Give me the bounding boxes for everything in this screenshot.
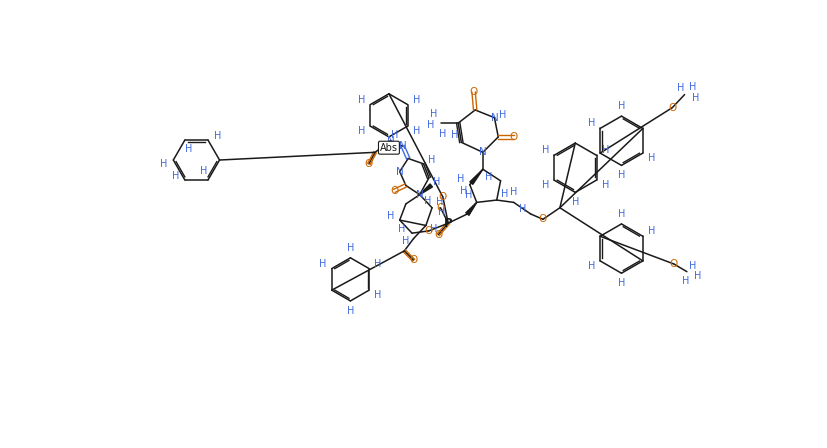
- Text: H: H: [457, 173, 464, 184]
- Text: O: O: [667, 103, 676, 112]
- Text: H: H: [357, 126, 365, 136]
- Text: O: O: [669, 259, 677, 269]
- Text: N: N: [395, 167, 403, 177]
- Text: O: O: [469, 87, 477, 97]
- Text: O: O: [365, 159, 373, 169]
- Text: H: H: [689, 260, 696, 271]
- Text: H: H: [200, 166, 208, 176]
- Text: H: H: [465, 190, 472, 200]
- Text: H: H: [374, 290, 381, 300]
- Text: H: H: [617, 101, 624, 111]
- Text: H: H: [213, 131, 221, 141]
- Text: N: N: [415, 190, 423, 200]
- Text: H: H: [509, 186, 517, 197]
- Text: H: H: [402, 236, 409, 246]
- Text: Abs: Abs: [380, 143, 398, 153]
- Text: H: H: [412, 95, 419, 104]
- Text: H: H: [160, 159, 168, 169]
- Text: H: H: [601, 180, 608, 190]
- Text: H: H: [184, 144, 192, 154]
- Text: H: H: [571, 198, 578, 207]
- Text: O: O: [424, 226, 433, 236]
- Text: H: H: [617, 209, 624, 219]
- Text: O: O: [436, 203, 444, 213]
- Text: H: H: [436, 197, 443, 207]
- Text: H: H: [347, 243, 354, 253]
- Text: H: H: [390, 129, 398, 140]
- Text: O: O: [390, 186, 398, 196]
- Text: O: O: [433, 230, 442, 240]
- Text: N: N: [386, 136, 394, 146]
- Text: N: N: [478, 147, 486, 157]
- Text: H: H: [451, 129, 458, 140]
- Text: H: H: [459, 186, 466, 196]
- Text: N: N: [399, 141, 406, 151]
- Text: H: H: [437, 207, 444, 217]
- Text: H: H: [691, 94, 698, 103]
- Text: H: H: [429, 224, 437, 234]
- Text: O: O: [538, 214, 547, 224]
- Text: O: O: [438, 192, 447, 202]
- Text: H: H: [587, 118, 595, 129]
- Text: H: H: [172, 171, 179, 181]
- Text: H: H: [500, 189, 508, 199]
- Text: H: H: [681, 276, 688, 286]
- Text: H: H: [601, 146, 608, 155]
- Text: O: O: [409, 255, 417, 265]
- Text: H: H: [519, 203, 526, 214]
- Polygon shape: [469, 169, 482, 185]
- Text: H: H: [688, 82, 696, 92]
- Text: H: H: [438, 129, 446, 139]
- Text: H: H: [647, 226, 654, 236]
- Text: H: H: [347, 306, 354, 316]
- Text: H: H: [319, 258, 327, 269]
- Polygon shape: [419, 184, 432, 195]
- Text: N: N: [490, 112, 498, 123]
- Text: H: H: [647, 153, 654, 163]
- Text: O: O: [509, 132, 517, 142]
- Text: H: H: [541, 180, 548, 190]
- Text: H: H: [433, 177, 440, 186]
- Text: H: H: [485, 172, 492, 182]
- Text: H: H: [374, 258, 381, 269]
- Text: P: P: [443, 217, 452, 230]
- Polygon shape: [466, 202, 476, 215]
- Text: H: H: [541, 146, 548, 155]
- Text: H: H: [427, 155, 434, 165]
- Text: H: H: [397, 224, 404, 233]
- Text: H: H: [617, 278, 624, 288]
- Text: H: H: [676, 83, 684, 94]
- Text: H: H: [499, 110, 506, 120]
- Text: H: H: [617, 170, 624, 181]
- Text: H: H: [357, 95, 365, 104]
- Text: H: H: [412, 126, 419, 136]
- Text: H: H: [693, 271, 700, 280]
- Text: H: H: [429, 109, 437, 119]
- Text: H: H: [426, 120, 433, 129]
- Text: H: H: [587, 261, 595, 271]
- Text: H: H: [423, 196, 431, 206]
- Text: H: H: [386, 211, 394, 221]
